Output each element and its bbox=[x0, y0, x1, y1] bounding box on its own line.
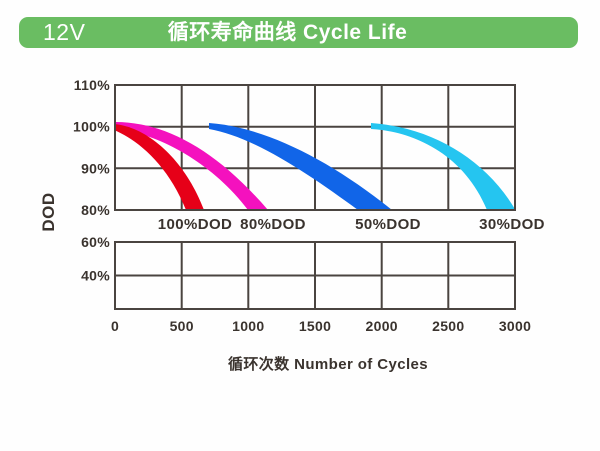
xtick-1500: 1500 bbox=[299, 318, 331, 334]
ytick-100: 100% bbox=[73, 119, 110, 135]
x-axis-ticks: 0 500 1000 1500 2000 2500 3000 bbox=[111, 318, 531, 334]
curve-30dod bbox=[371, 123, 516, 210]
xtick-1000: 1000 bbox=[232, 318, 264, 334]
ytick-60: 60% bbox=[81, 234, 110, 250]
lower-panel-gridlines bbox=[114, 241, 516, 310]
xtick-2500: 2500 bbox=[432, 318, 464, 334]
xtick-2000: 2000 bbox=[366, 318, 398, 334]
x-axis-title: 循环次数 Number of Cycles bbox=[228, 355, 428, 373]
label-30dod: 30%DOD bbox=[479, 216, 545, 233]
ytick-90: 90% bbox=[81, 160, 110, 176]
battery-model-label: 12V bbox=[43, 19, 86, 45]
y-axis-title: DOD bbox=[39, 192, 58, 231]
curve-labels: 100%DOD 80%DOD 50%DOD 30%DOD bbox=[158, 216, 545, 233]
curve-50dod bbox=[209, 123, 392, 210]
xtick-3000: 3000 bbox=[499, 318, 531, 334]
page-title: 循环寿命曲线 Cycle Life bbox=[167, 21, 408, 44]
xtick-0: 0 bbox=[111, 318, 119, 334]
y-axis-ticks-lower: 60% 40% bbox=[81, 234, 110, 284]
label-100dod: 100%DOD bbox=[158, 216, 233, 233]
header-bar: 12V 循环寿命曲线 Cycle Life bbox=[19, 17, 578, 48]
ytick-80: 80% bbox=[81, 202, 110, 218]
xtick-500: 500 bbox=[170, 318, 194, 334]
label-80dod: 80%DOD bbox=[240, 216, 306, 233]
curve-80dod bbox=[116, 122, 268, 210]
curve-100dod bbox=[114, 124, 204, 210]
label-50dod: 50%DOD bbox=[355, 216, 421, 233]
ytick-40: 40% bbox=[81, 268, 110, 284]
curve-bands bbox=[114, 122, 516, 210]
y-axis-ticks-upper: 110% 100% 90% 80% bbox=[73, 77, 110, 218]
ytick-110: 110% bbox=[74, 77, 110, 93]
upper-panel-border bbox=[114, 84, 516, 211]
